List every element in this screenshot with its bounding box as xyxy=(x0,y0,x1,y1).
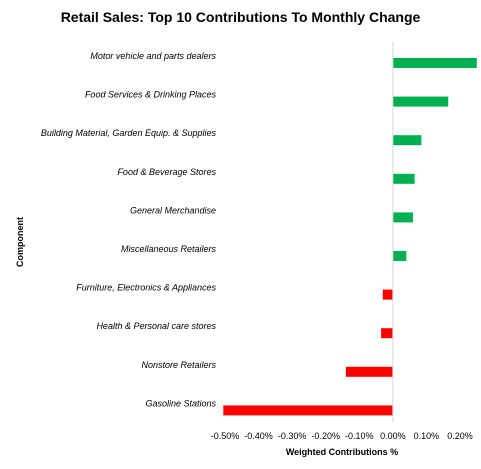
category-label: Food Services & Drinking Places xyxy=(85,90,217,100)
x-tick-label: -0.50% xyxy=(211,431,240,441)
category-label: Motor vehicle and parts dealers xyxy=(90,51,216,61)
category-label: Furniture, Electronics & Appliances xyxy=(76,283,216,293)
category-label: Food & Beverage Stores xyxy=(117,167,216,177)
bar xyxy=(392,212,413,223)
x-tick-label: 0.20% xyxy=(447,431,473,441)
bar xyxy=(382,289,393,300)
category-label: Miscellaneous Retailers xyxy=(121,244,217,254)
category-label: Health & Personal care stores xyxy=(96,321,216,331)
bar xyxy=(392,58,477,68)
category-label: General Merchandise xyxy=(130,205,216,215)
bar xyxy=(223,405,393,416)
bar xyxy=(381,328,393,339)
x-tick-label: 0.10% xyxy=(414,431,440,441)
bar xyxy=(392,135,422,146)
category-label: Nonstore Retailers xyxy=(141,360,216,370)
bar xyxy=(345,366,393,377)
chart-title: Retail Sales: Top 10 Contributions To Mo… xyxy=(60,9,421,25)
x-tick-label: -0.40% xyxy=(244,431,273,441)
bar xyxy=(392,251,407,261)
category-label: Gasoline Stations xyxy=(145,398,216,408)
x-tick-label: -0.30% xyxy=(278,431,307,441)
category-label: Building Material, Garden Equip. & Suppl… xyxy=(41,128,217,138)
bar xyxy=(392,96,449,107)
bar xyxy=(392,173,415,184)
x-tick-label: 0.00% xyxy=(380,431,406,441)
x-tick-label: -0.10% xyxy=(345,431,374,441)
x-tick-label: -0.20% xyxy=(311,431,340,441)
